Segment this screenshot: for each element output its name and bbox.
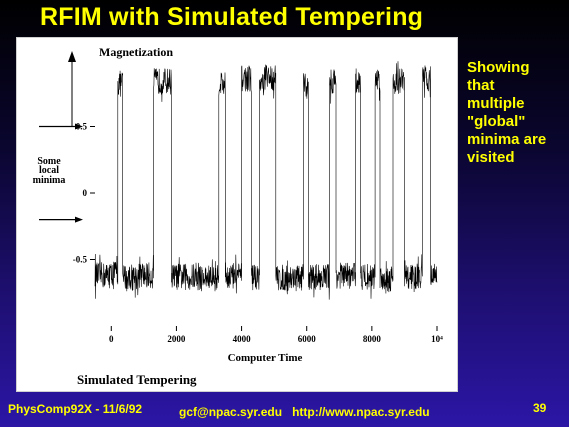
x-tick-label: 0 <box>109 334 114 344</box>
magnetization-series-line <box>94 61 438 300</box>
page-number: 39 <box>533 401 547 415</box>
annotation-arrowhead <box>75 123 83 130</box>
side-note-line: "global" <box>467 113 526 130</box>
x-axis-label: Computer Time <box>228 352 303 364</box>
magnetization-trace <box>94 61 438 300</box>
side-note-line: that <box>467 77 495 94</box>
chart-title: Simulated Tempering <box>77 372 197 387</box>
annotation-line: Some <box>37 156 61 167</box>
x-tick-label: 4000 <box>233 334 252 344</box>
footer-contact: gcf@npac.syr.edu http://www.npac.syr.edu <box>179 405 430 419</box>
axis-labels: Magnetization Computer Time Simulated Temp… <box>77 45 303 387</box>
side-note-line: visited <box>467 149 515 166</box>
side-note-line: multiple <box>467 95 525 112</box>
x-tick-label: 8000 <box>363 334 382 344</box>
side-note-line: Showing <box>467 59 530 76</box>
y-tick-label: -0.5 <box>73 255 88 265</box>
axes <box>68 51 438 331</box>
footer-course-date: PhysComp92X - 11/6/92 <box>8 402 143 416</box>
y-axis-arrowhead <box>68 51 76 62</box>
side-note-line: minima are <box>467 131 547 148</box>
annotation-line: minima <box>33 175 66 186</box>
side-note: Showing that multiple "global" minima ar… <box>467 59 567 167</box>
x-tick-label: 10⁴ <box>431 334 443 344</box>
annotation-line: local <box>39 165 59 176</box>
slide-title: RFIM with Simulated Tempering <box>40 3 424 31</box>
x-tick-label: 6000 <box>298 334 317 344</box>
y-tick-label: 0 <box>83 188 88 198</box>
x-tick-label: 2000 <box>167 334 186 344</box>
annotation-arrowhead <box>75 216 83 223</box>
y-axis-label: Magnetization <box>99 45 173 59</box>
